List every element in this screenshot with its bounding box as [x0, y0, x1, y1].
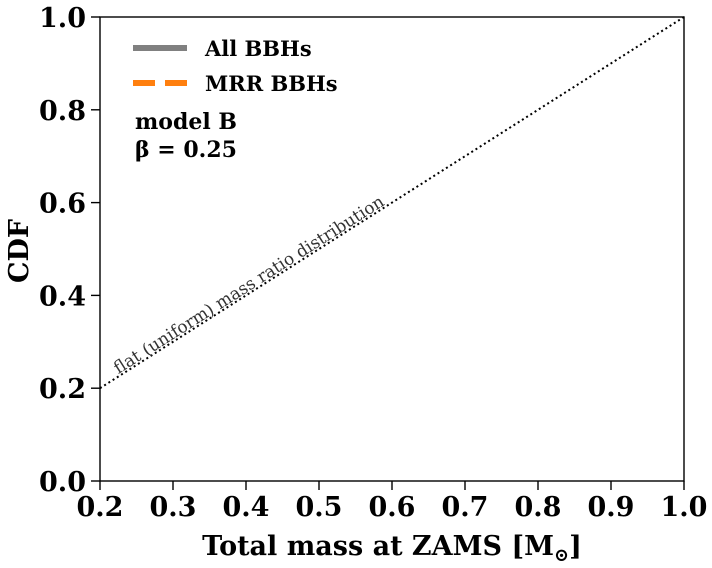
series-layer [99, 16, 685, 390]
x-tick-label: 0.5 [296, 492, 343, 523]
x-tick-label: 0.6 [369, 492, 416, 523]
y-tick-label: 0.8 [39, 96, 86, 127]
x-tick-label: 0.3 [150, 492, 197, 523]
x-tick-label: 0.9 [588, 492, 635, 523]
y-tick-label: 0.4 [39, 281, 86, 312]
x-tick-label: 0.2 [77, 492, 124, 523]
annotation-beta: β = 0.25 [135, 137, 237, 163]
y-tick-label: 1.0 [39, 3, 86, 34]
x-axis-ticks: 0.2 0.3 0.4 0.5 0.6 0.7 0.8 0.9 1.0 [77, 481, 708, 523]
y-tick-label: 0.2 [39, 374, 86, 405]
y-axis-ticks: 0.0 0.2 0.4 0.6 0.8 1.0 [39, 3, 100, 498]
annotation-model: model B [135, 109, 237, 135]
x-axis-label-sub: ⊙ [554, 545, 569, 566]
legend-label-all-bbhs: All BBHs [204, 36, 312, 61]
y-tick-label: 0.0 [39, 467, 86, 498]
x-tick-label: 0.7 [442, 492, 489, 523]
reference-line-flat [99, 16, 685, 390]
x-tick-label: 0.4 [223, 492, 270, 523]
x-axis-label: Total mass at ZAMS [M⊙] [202, 531, 582, 566]
x-axis-label-main: Total mass at ZAMS [M [202, 531, 554, 562]
y-axis-label: CDF [4, 219, 35, 283]
x-axis-label-close: ] [569, 531, 582, 562]
y-tick-label: 0.6 [39, 189, 86, 220]
x-tick-label: 0.8 [515, 492, 562, 523]
plot-area [100, 17, 684, 481]
legend-label-mrr-bbhs: MRR BBHs [205, 71, 338, 96]
x-tick-label: 1.0 [661, 492, 708, 523]
legend: All BBHs MRR BBHs [133, 36, 338, 96]
